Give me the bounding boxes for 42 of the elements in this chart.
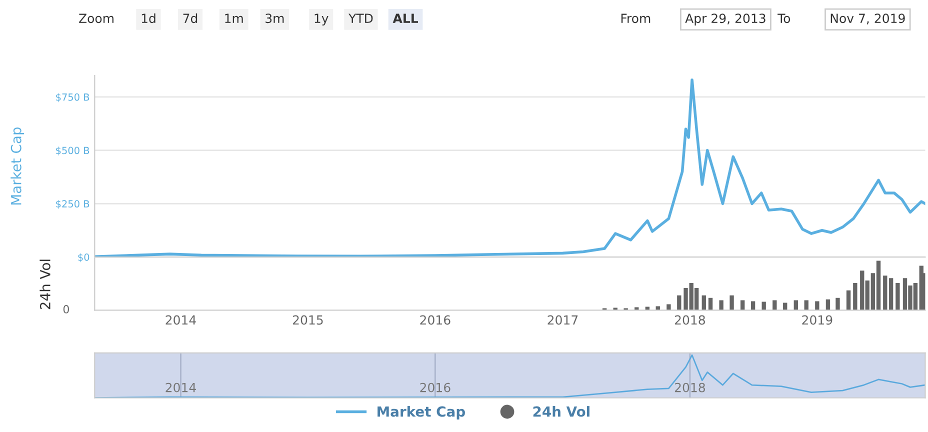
x-tick-label: 2018 bbox=[674, 382, 706, 392]
text: To bbox=[778, 14, 790, 24]
y-tick-label: $0 bbox=[78, 253, 90, 262]
text: 1d bbox=[142, 13, 156, 24]
y-axis-title: 24h Vol bbox=[40, 260, 50, 310]
text: From bbox=[621, 14, 650, 24]
x-tick-label: 2016 bbox=[420, 382, 450, 392]
x-tick-label: 2016 bbox=[420, 315, 450, 325]
bar bbox=[836, 298, 840, 310]
y-tick-label: $500 B bbox=[56, 146, 90, 156]
x-tick-label: 2014 bbox=[166, 315, 196, 325]
text: 1m bbox=[225, 14, 243, 23]
bar bbox=[702, 295, 706, 310]
bar bbox=[666, 304, 671, 310]
bar bbox=[883, 276, 888, 310]
x-tick-label: 2018 bbox=[674, 315, 706, 325]
x-tick-label: 2017 bbox=[548, 315, 578, 325]
x-tick-label: 2014 bbox=[166, 382, 196, 392]
text: 0 bbox=[63, 304, 69, 314]
bar bbox=[846, 290, 851, 310]
y-tick-label: $750 B bbox=[56, 93, 90, 102]
bar bbox=[815, 301, 820, 310]
text: Zoom bbox=[79, 14, 114, 24]
text: Nov 7, 2019 bbox=[830, 14, 905, 24]
bar bbox=[888, 278, 894, 310]
bar bbox=[853, 283, 858, 310]
bar bbox=[730, 295, 734, 310]
bar bbox=[677, 295, 682, 310]
text: Apr 29, 2013 bbox=[685, 14, 766, 26]
text: 3m bbox=[266, 14, 284, 24]
legend-label: 24h Vol bbox=[533, 406, 590, 417]
x-tick-label: 2015 bbox=[292, 315, 323, 325]
y-tick-label: $250 B bbox=[56, 200, 90, 209]
x-tick-label: 2019 bbox=[802, 315, 832, 325]
text: 1y bbox=[314, 14, 328, 26]
text: YTD bbox=[348, 14, 373, 23]
text: ALL bbox=[392, 14, 418, 23]
bar bbox=[896, 283, 900, 310]
bar bbox=[719, 300, 724, 310]
text: 7d bbox=[183, 13, 198, 24]
legend-label: Market Cap bbox=[378, 406, 465, 420]
y-axis-title: Market Cap bbox=[10, 127, 24, 205]
